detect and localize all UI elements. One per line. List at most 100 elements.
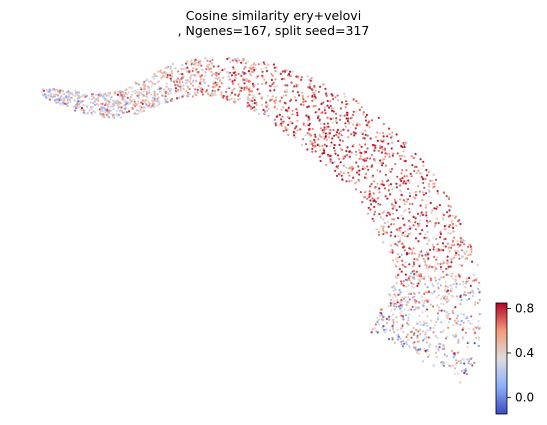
scatter-point [459,282,462,286]
scatter-point [428,238,431,241]
scatter-point [449,365,452,368]
scatter-point [421,304,424,307]
scatter-point [389,183,393,186]
scatter-point [403,235,407,238]
scatter-point [122,104,125,107]
scatter-point [439,284,442,287]
scatter-point [389,299,393,302]
scatter-point [476,263,479,267]
scatter-point [464,252,467,255]
scatter-point [384,330,387,333]
scatter-point [164,92,167,95]
scatter-point [207,84,210,87]
scatter-point [319,155,322,158]
scatter-point [472,292,475,295]
scatter-point [181,63,184,67]
scatter-point [181,73,184,76]
scatter-point [283,77,286,80]
scatter-point [401,169,404,172]
scatter-point [324,132,327,135]
scatter-point [321,129,324,132]
scatter-point [362,111,365,114]
scatter-point [436,262,439,265]
scatter-point [478,298,481,302]
scatter-point [379,159,382,162]
scatter-point [375,316,378,319]
scatter-point [421,277,424,280]
scatter-point [331,137,334,140]
scatter-point [266,104,269,107]
scatter-point [185,90,188,93]
scatter-point [280,96,283,99]
scatter-point [148,102,151,105]
scatter-point [400,270,403,273]
scatter-point [74,109,77,112]
scatter-point [266,94,269,97]
scatter-point [217,76,221,79]
scatter-point [228,78,231,81]
scatter-point [207,68,211,71]
scatter-point [410,308,413,311]
scatter-point [424,333,427,336]
scatter-point [272,63,275,66]
scatter-point [347,129,350,132]
scatter-point [171,62,174,65]
scatter-point [76,93,79,97]
scatter-point [329,100,332,103]
scatter-point [354,150,358,153]
scatter-point [419,158,422,161]
scatter-point [450,261,453,264]
scatter-point [56,89,59,92]
scatter-point [443,228,446,231]
scatter-point [422,160,425,163]
scatter-point [386,197,389,200]
scatter-point [421,214,424,217]
scatter-point [261,82,264,85]
scatter-point [376,139,379,142]
scatter-point [438,249,441,252]
scatter-point [352,110,355,113]
scatter-point [304,134,307,137]
scatter-point [151,76,154,79]
scatter-point [406,333,409,336]
scatter-point [396,334,399,337]
scatter-point [360,106,363,109]
scatter-point [401,259,404,262]
scatter-point [274,70,277,73]
scatter-point [364,133,367,136]
scatter-point [435,258,438,261]
scatter-point [353,166,356,169]
scatter-point [377,185,380,188]
scatter-point [419,320,422,323]
scatter-point [369,199,372,202]
scatter-point [473,342,476,345]
scatter-point [413,156,416,160]
scatter-point [455,224,458,227]
scatter-point [390,167,394,171]
scatter-point [470,315,473,318]
scatter-point [346,117,349,120]
scatter-point [253,84,256,87]
scatter-point [378,191,381,194]
scatter-point [336,167,339,170]
scatter-point [319,85,322,88]
scatter-point [466,245,470,248]
scatter-point [91,113,94,116]
scatter-point [382,218,385,221]
scatter-point [110,96,113,99]
scatter-point [296,91,299,94]
scatter-point [406,279,409,282]
scatter-point [344,122,347,125]
scatter-point [178,81,181,84]
scatter-point [147,101,151,104]
scatter-point [387,184,390,187]
scatter-point [412,270,415,273]
scatter-point [170,72,174,75]
scatter-point [269,85,272,88]
scatter-point [425,341,428,344]
scatter-point [436,282,439,285]
scatter-point [67,98,70,101]
scatter-point [355,110,358,114]
scatter-point [314,133,317,136]
scatter-point [436,336,439,339]
